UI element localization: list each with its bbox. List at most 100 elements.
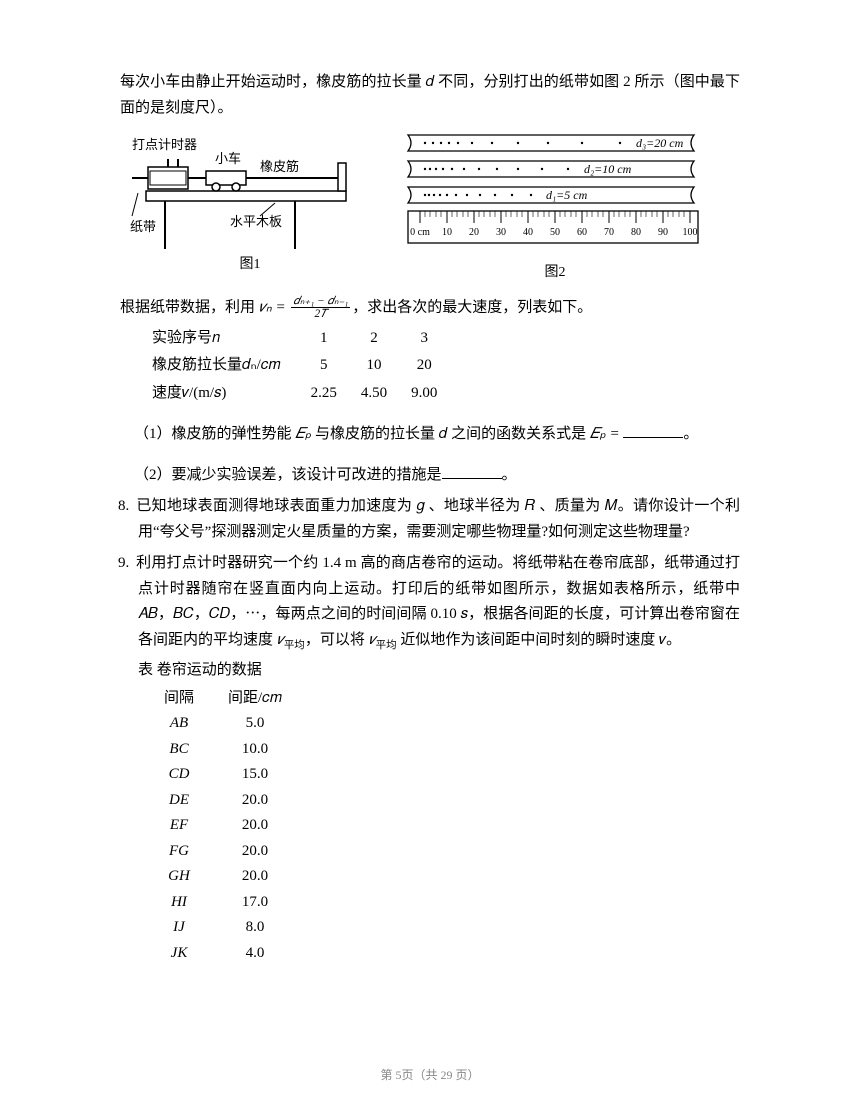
svg-text:10: 10 <box>442 227 452 238</box>
svg-text:60: 60 <box>577 227 587 238</box>
table-row: IJ8.0 <box>150 915 296 941</box>
label-timer: 打点计时器 <box>132 137 197 152</box>
svg-text:40: 40 <box>523 227 533 238</box>
table-cell: 2 <box>349 325 399 353</box>
svg-text:90: 90 <box>658 227 668 238</box>
table-row: 橡皮筋拉长量𝑑ₙ/𝑐𝑚 5 10 20 <box>140 352 449 380</box>
svg-text:30: 30 <box>496 227 506 238</box>
svg-text:0 cm: 0 cm <box>410 227 430 238</box>
v-avg-2: 𝑣平均 <box>369 632 397 648</box>
velocity-formula-frac: 𝑑ₙ₊₁ − 𝑑ₙ₋₁ 2𝑇 <box>291 295 350 321</box>
table-row: HI17.0 <box>150 890 296 916</box>
q8-text: 已知地球表面测得地球表面重力加速度为 𝑔 、地球半径为 𝑅 、质量为 𝑀。请你设… <box>136 498 740 540</box>
question-8: 8.已知地球表面测得地球表面重力加速度为 𝑔 、地球半径为 𝑅 、质量为 𝑀。请… <box>138 494 740 545</box>
after-formula-text: ，求出各次的最大速度，列表如下。 <box>352 299 592 315</box>
figure-1: 打点计时器 小车 橡皮筋 纸带 水平木板 图1 <box>130 131 370 285</box>
after-figures-text: 根据纸带数据，利用 𝑣ₙ = 𝑑ₙ₊₁ − 𝑑ₙ₋₁ 2𝑇 ，求出各次的最大速度… <box>120 295 740 321</box>
sub2-end: 。 <box>502 467 517 483</box>
figure-1-caption: 图1 <box>130 253 370 277</box>
table-cell: 5.0 <box>214 711 296 737</box>
table-cell: 20.0 <box>214 839 296 865</box>
table-cell: 15.0 <box>214 762 296 788</box>
table-row: CD15.0 <box>150 762 296 788</box>
blank-input-2[interactable] <box>442 463 502 479</box>
question-9: 9.利用打点计时器研究一个约 1.4 m 高的商店卷帘的运动。将纸带粘在卷帘底部… <box>138 551 740 966</box>
svg-text:d₃=20 cm: d₃=20 cm <box>636 136 684 150</box>
table-cell: EF <box>150 813 214 839</box>
table-cell: 5 <box>299 352 349 380</box>
svg-text:80: 80 <box>631 227 641 238</box>
table-cell: 17.0 <box>214 890 296 916</box>
figure-2: d₃=20 cm d₂=10 cm <box>400 131 710 285</box>
table-cell: 9.00 <box>399 380 449 408</box>
label-rubber: 橡皮筋 <box>260 159 299 174</box>
table-cell: 20.0 <box>214 813 296 839</box>
table-cell: 20 <box>399 352 449 380</box>
table-row: EF20.0 <box>150 813 296 839</box>
subquestion-2: （2）要减少实验误差，该设计可改进的措施是。 <box>134 463 740 489</box>
table-cell: AB <box>150 711 214 737</box>
q9-data-table: 间隔 间距/𝑐𝑚 AB5.0 BC10.0 CD15.0 DE20.0 EF20… <box>150 686 296 967</box>
page: 每次小车由静止开始运动时，橡皮筋的拉长量 𝑑 不同，分别打出的纸带如图 2 所示… <box>0 0 860 1113</box>
table-cell: 速度𝑣/(m/𝑠) <box>140 380 299 408</box>
svg-text:100: 100 <box>683 227 698 238</box>
label-board: 水平木板 <box>230 214 282 229</box>
after-fig-pre: 根据纸带数据，利用 <box>120 299 255 315</box>
table-row: JK4.0 <box>150 941 296 967</box>
svg-text:20: 20 <box>469 227 479 238</box>
q9-mid: ，可以将 <box>305 632 369 648</box>
table-cell: HI <box>150 890 214 916</box>
svg-text:d₂=10 cm: d₂=10 cm <box>584 162 632 176</box>
label-cart: 小车 <box>215 151 241 166</box>
figures-row: 打点计时器 小车 橡皮筋 纸带 水平木板 图1 <box>130 131 740 285</box>
table-cell: 4.0 <box>214 941 296 967</box>
q9-table-title: 表 卷帘运动的数据 <box>138 658 740 684</box>
page-footer: 第 5页（共 29 页） <box>0 1065 860 1085</box>
table-row: FG20.0 <box>150 839 296 865</box>
table-cell: JK <box>150 941 214 967</box>
table-row: BC10.0 <box>150 737 296 763</box>
table-cell: DE <box>150 788 214 814</box>
v-avg-1: 𝑣平均 <box>277 632 305 648</box>
table-row: 速度𝑣/(m/𝑠) 2.25 4.50 9.00 <box>140 380 449 408</box>
table-cell: 10.0 <box>214 737 296 763</box>
svg-text:50: 50 <box>550 227 560 238</box>
q9-number: 9. <box>118 551 136 577</box>
table-cell: 3 <box>399 325 449 353</box>
sub1-mid: 与橡皮筋的拉长量 𝑑 之间的函数关系式是 <box>311 426 590 442</box>
intro-text: 每次小车由静止开始运动时，橡皮筋的拉长量 𝑑 不同，分别打出的纸带如图 2 所示… <box>120 70 740 121</box>
figure-2-caption: 图2 <box>400 261 710 285</box>
frac-numerator: 𝑑ₙ₊₁ − 𝑑ₙ₋₁ <box>291 295 350 308</box>
experiment-table: 实验序号𝑛 1 2 3 橡皮筋拉长量𝑑ₙ/𝑐𝑚 5 10 20 速度𝑣/(m/𝑠… <box>140 325 449 408</box>
table-header: 间隔 <box>150 686 214 712</box>
table-row: DE20.0 <box>150 788 296 814</box>
table-cell: 20.0 <box>214 788 296 814</box>
table-cell: GH <box>150 864 214 890</box>
sub1-end: 。 <box>683 426 698 442</box>
table-cell: 10 <box>349 352 399 380</box>
table-cell: 橡皮筋拉长量𝑑ₙ/𝑐𝑚 <box>140 352 299 380</box>
table-cell: 20.0 <box>214 864 296 890</box>
table-cell: IJ <box>150 915 214 941</box>
table-cell: 8.0 <box>214 915 296 941</box>
table-row: GH20.0 <box>150 864 296 890</box>
svg-text:d₁=5 cm: d₁=5 cm <box>546 188 588 202</box>
table-cell: 2.25 <box>299 380 349 408</box>
velocity-formula-lhs: 𝑣ₙ = <box>259 299 286 315</box>
table-cell: CD <box>150 762 214 788</box>
table-cell: FG <box>150 839 214 865</box>
blank-input-1[interactable] <box>623 422 683 438</box>
table-cell: BC <box>150 737 214 763</box>
svg-text:70: 70 <box>604 227 614 238</box>
q9-text-2: 近似地作为该间距中间时刻的瞬时速度 𝑣。 <box>397 632 682 648</box>
q8-number: 8. <box>118 494 136 520</box>
ep-symbol: 𝐸ₚ <box>295 426 311 442</box>
table-cell: 实验序号𝑛 <box>140 325 299 353</box>
ep-equals: 𝐸ₚ = <box>590 426 620 442</box>
frac-denominator: 2𝑇 <box>291 308 350 320</box>
subquestion-1: （1）橡皮筋的弹性势能 𝐸ₚ 与橡皮筋的拉长量 𝑑 之间的函数关系式是 𝐸ₚ =… <box>134 422 740 448</box>
table-row: AB5.0 <box>150 711 296 737</box>
table-row: 实验序号𝑛 1 2 3 <box>140 325 449 353</box>
table-cell: 4.50 <box>349 380 399 408</box>
table-row: 间隔 间距/𝑐𝑚 <box>150 686 296 712</box>
